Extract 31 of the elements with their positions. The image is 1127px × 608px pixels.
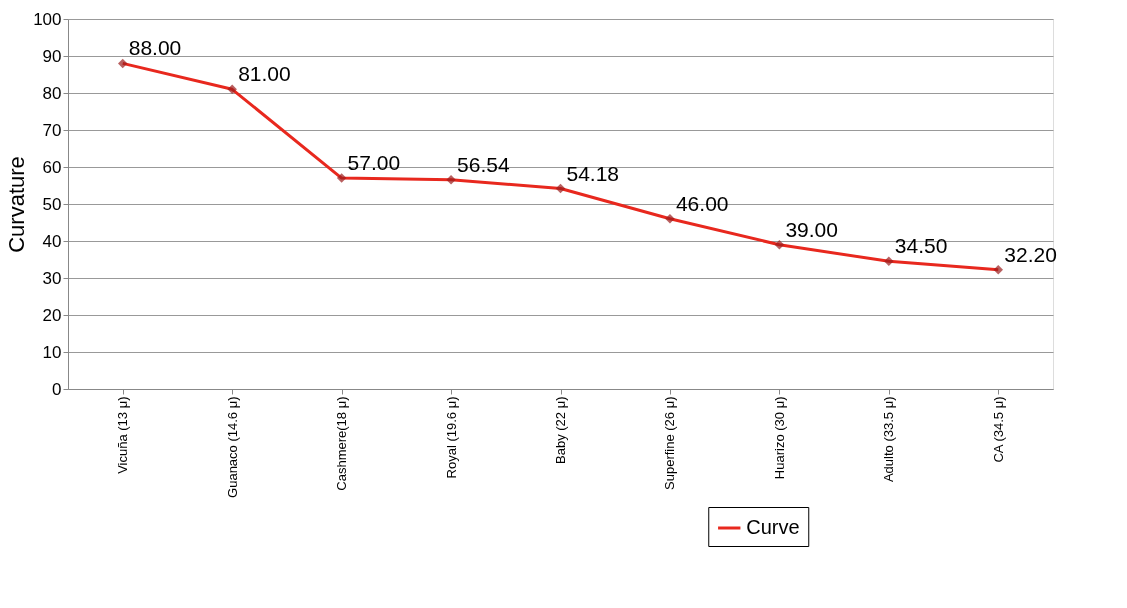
y-tick-label: 70 xyxy=(42,120,62,140)
x-tick-label: Baby (22 μ) xyxy=(553,396,568,464)
x-tick-label: Royal (19.6 μ) xyxy=(443,396,459,479)
y-tick-label: 10 xyxy=(42,342,62,362)
data-label: 56.54 xyxy=(457,152,510,176)
data-label: 57.00 xyxy=(347,151,401,175)
x-tick-label: Cashmere(18 μ) xyxy=(334,396,350,491)
y-tick-label: 100 xyxy=(33,9,62,29)
y-tick-label: 60 xyxy=(42,157,62,177)
x-tick-label: Guanaco (14.6 μ) xyxy=(224,396,240,498)
y-tick-label: 0 xyxy=(52,379,62,399)
data-label: 81.00 xyxy=(238,62,291,86)
y-tick-label: 30 xyxy=(42,268,62,288)
legend-label: Curve xyxy=(746,516,800,538)
data-label: 32.20 xyxy=(1004,242,1057,266)
y-tick-label: 40 xyxy=(42,231,62,251)
data-label: 39.00 xyxy=(785,217,838,241)
x-tick-label: Superfine (26 μ) xyxy=(662,396,678,490)
x-tick-label: Adulto (33.5 μ) xyxy=(881,396,897,483)
x-tick-label: Vicuña (13 μ) xyxy=(115,396,131,474)
y-tick-label: 20 xyxy=(42,305,62,325)
y-tick-label: 80 xyxy=(42,83,62,103)
data-label: 46.00 xyxy=(675,191,729,215)
y-tick-label: 50 xyxy=(42,194,62,214)
x-tick-label: Huarizo (30 μ) xyxy=(771,396,787,480)
y-axis-title: Curvature xyxy=(4,156,30,253)
y-tick-label: 90 xyxy=(42,46,62,66)
data-label: 54.18 xyxy=(566,161,620,185)
data-label: 34.50 xyxy=(894,234,948,258)
data-label: 88.00 xyxy=(128,36,182,60)
x-tick-label: CA (34.5 μ) xyxy=(990,396,1006,463)
